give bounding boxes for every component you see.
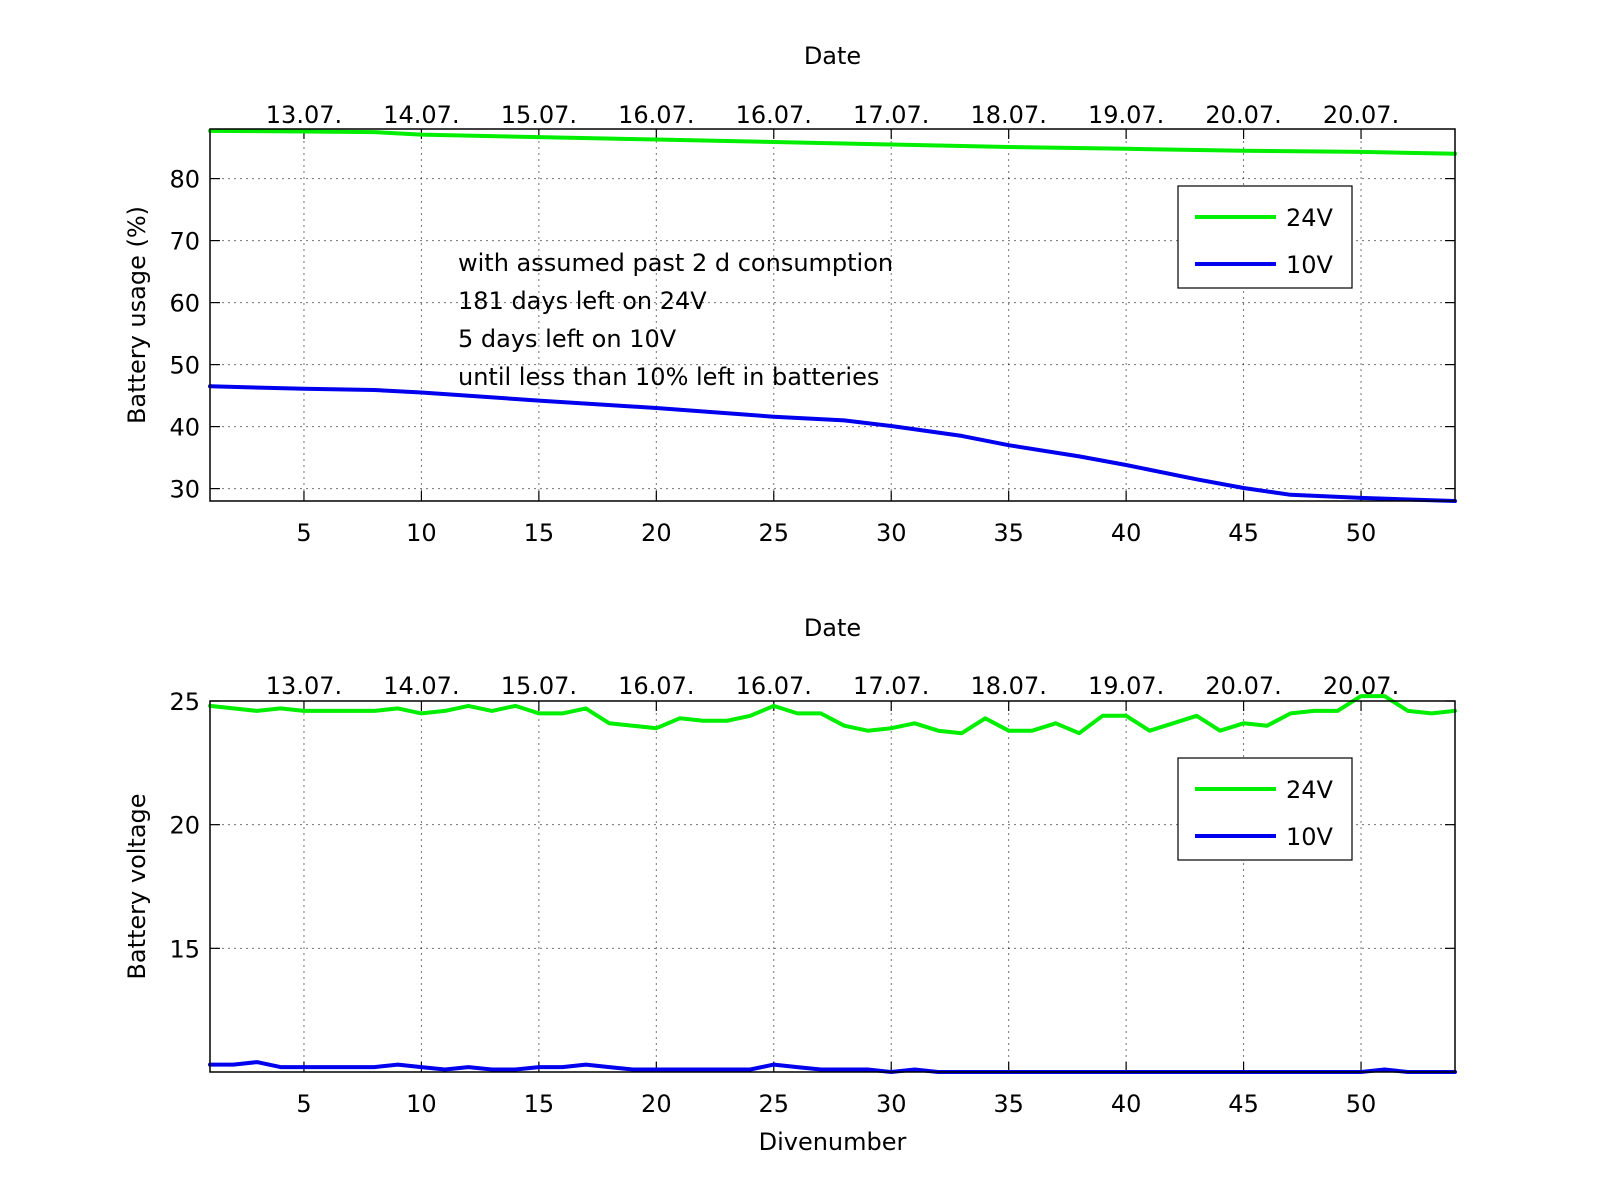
y-tick-label: 40 — [169, 414, 200, 442]
x-tick-label: 35 — [993, 1090, 1024, 1118]
y-tick-label: 50 — [169, 352, 200, 380]
date-tick-label: 16.07. — [736, 101, 812, 129]
legend-box — [1177, 757, 1353, 861]
date-tick-label: 14.07. — [383, 672, 459, 700]
x-tick-label: 30 — [876, 519, 907, 547]
date-tick-label: 16.07. — [618, 101, 694, 129]
x-tick-label: 40 — [1111, 1090, 1142, 1118]
date-tick-label: 14.07. — [383, 101, 459, 129]
top-axis-title: Date — [804, 614, 861, 642]
date-tick-label: 18.07. — [971, 101, 1047, 129]
x-tick-label: 45 — [1228, 1090, 1259, 1118]
series-line-10v — [208, 384, 1457, 503]
usage-plot: 5 13.07. 10 14.07. 15 15.07. 20 16.07. 25 16.07. 3… — [123, 42, 1457, 547]
y-tick-label: 20 — [169, 812, 200, 840]
date-tick-label: 17.07. — [853, 101, 929, 129]
x-tick-label: 25 — [759, 519, 790, 547]
date-tick-label: 15.07. — [501, 101, 577, 129]
x-tick-label: 15 — [524, 1090, 555, 1118]
y-tick-label: 70 — [169, 228, 200, 256]
date-tick-label: 20.07. — [1205, 672, 1281, 700]
x-tick-label: 5 — [296, 1090, 311, 1118]
y-tick-label: 15 — [169, 935, 200, 963]
x-axis-label: Divenumber — [759, 1128, 907, 1156]
series-line-24v — [208, 128, 1457, 156]
x-tick-label: 20 — [641, 1090, 672, 1118]
x-tick-label: 25 — [759, 1090, 790, 1118]
x-tick-label: 45 — [1228, 519, 1259, 547]
annotation-line: with assumed past 2 d consumption — [458, 249, 893, 277]
date-tick-label: 13.07. — [266, 672, 342, 700]
axes-frame — [209, 700, 1456, 1073]
date-tick-label: 17.07. — [853, 672, 929, 700]
y-tick-label: 30 — [169, 476, 200, 504]
date-tick-label: 20.07. — [1323, 101, 1399, 129]
date-tick-label: 15.07. — [501, 672, 577, 700]
legend-label-24v: 24V — [1286, 204, 1334, 232]
legend-label-10v: 10V — [1286, 251, 1334, 279]
date-tick-label: 19.07. — [1088, 101, 1164, 129]
x-tick-label: 10 — [406, 1090, 437, 1118]
x-tick-label: 50 — [1346, 1090, 1377, 1118]
x-tick-label: 35 — [993, 519, 1024, 547]
y-axis-label: Battery usage (%) — [123, 206, 151, 424]
x-tick-label: 30 — [876, 1090, 907, 1118]
legend-label-24v: 24V — [1286, 776, 1334, 804]
y-tick-label: 80 — [169, 166, 200, 194]
x-tick-label: 5 — [296, 519, 311, 547]
annotation-line: until less than 10% left in batteries — [458, 363, 879, 391]
x-tick-label: 15 — [524, 519, 555, 547]
voltage-plot: 5 13.07. 10 14.07. 15 15.07. 20 16.07. 25 16.07. 3… — [123, 614, 1457, 1156]
legend-label-10v: 10V — [1286, 823, 1334, 851]
legend-box — [1177, 185, 1353, 289]
x-tick-label: 20 — [641, 519, 672, 547]
date-tick-label: 16.07. — [618, 672, 694, 700]
series-line-24v — [208, 694, 1457, 736]
x-tick-label: 10 — [406, 519, 437, 547]
date-tick-label: 13.07. — [266, 101, 342, 129]
top-axis-title: Date — [804, 42, 861, 70]
date-tick-label: 18.07. — [971, 672, 1047, 700]
y-tick-label: 60 — [169, 290, 200, 318]
x-tick-label: 50 — [1346, 519, 1377, 547]
date-tick-label: 19.07. — [1088, 672, 1164, 700]
y-tick-label: 25 — [169, 688, 200, 716]
annotation-line: 5 days left on 10V — [458, 325, 677, 353]
date-tick-label: 20.07. — [1205, 101, 1281, 129]
series-line-10v — [208, 1060, 1457, 1074]
annotation-line: 181 days left on 24V — [458, 287, 707, 315]
y-axis-label: Battery voltage — [123, 793, 151, 979]
x-tick-label: 40 — [1111, 519, 1142, 547]
date-tick-label: 16.07. — [736, 672, 812, 700]
axes-frame — [209, 128, 1456, 502]
